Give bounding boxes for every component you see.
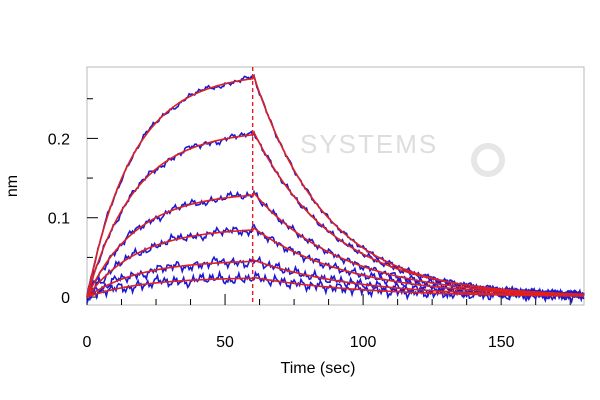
y-tick-label: 0 (61, 290, 70, 307)
fit-curve (86, 259, 585, 298)
watermark-logo-icon (471, 143, 505, 177)
x-tick-labels: 0 50 100 150 (83, 334, 515, 351)
y-tick-labels: 0 0.1 0.2 (48, 131, 70, 307)
x-tick-label: 0 (83, 334, 92, 351)
x-tick-label: 100 (350, 334, 377, 351)
x-axis-title: Time (sec) (281, 360, 356, 377)
fit-curve (86, 276, 585, 298)
fit-curve (86, 191, 585, 298)
y-axis-title: nm (4, 175, 21, 197)
fit-curve (86, 130, 585, 298)
x-tick-label: 150 (488, 334, 515, 351)
plot-frame (86, 66, 585, 306)
y-tick-label: 0.2 (48, 131, 70, 148)
x-tick-label: 50 (216, 334, 234, 351)
y-tick-label: 0.1 (48, 211, 70, 228)
series-layer (86, 73, 585, 305)
watermark-text: SYSTEMS (300, 129, 438, 159)
watermark: SYSTEMS (300, 129, 505, 177)
fit-curve (86, 227, 585, 298)
